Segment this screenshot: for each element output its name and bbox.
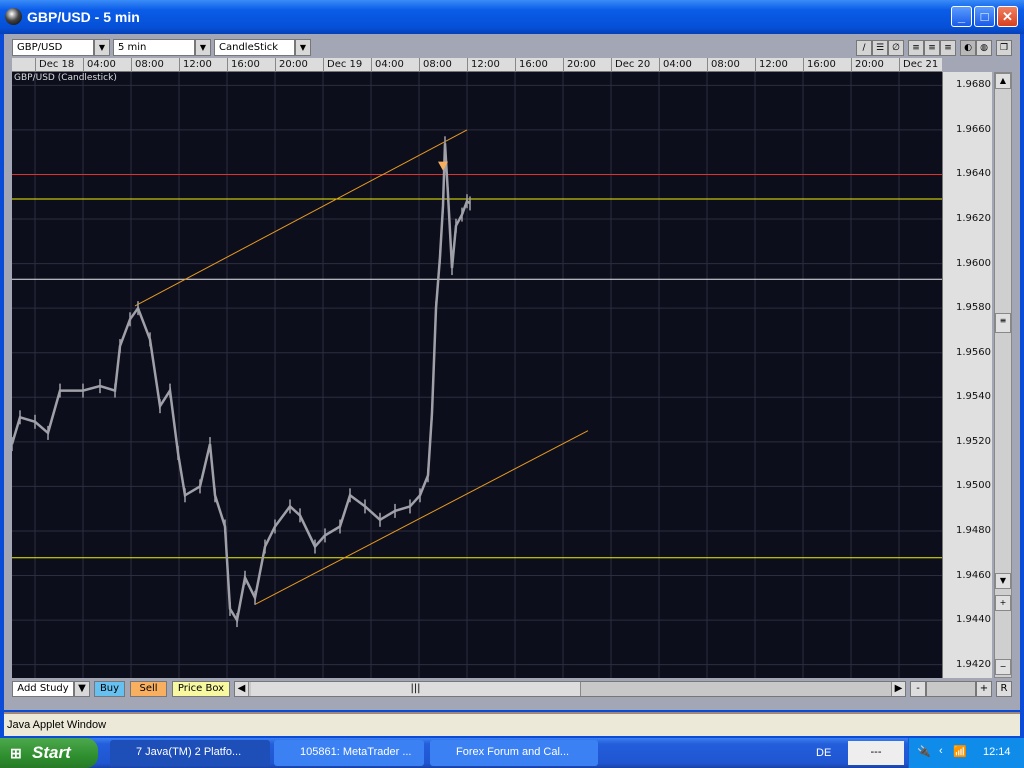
app-icon	[5, 8, 22, 25]
minimize-button[interactable]: _	[951, 6, 972, 27]
time-tick-label: Dec 20	[611, 58, 659, 72]
price-tick-label: 1.9640	[956, 168, 991, 180]
chevron-down-icon[interactable]: ▼	[295, 39, 311, 56]
expand-tray-icon[interactable]: ‹	[939, 745, 943, 757]
buy-button[interactable]: Buy	[94, 681, 125, 697]
maximize-button[interactable]: □	[974, 6, 995, 27]
power-plug-icon[interactable]: 🔌	[917, 746, 931, 758]
tray-box[interactable]: ---	[848, 741, 904, 765]
time-tick-label: 08:00	[131, 58, 179, 72]
chart-svg[interactable]	[10, 72, 942, 678]
sell-button[interactable]: Sell	[130, 681, 167, 697]
reset-button[interactable]: R	[996, 681, 1012, 697]
horizontal-scrollbar[interactable]: ◀ ||| ▶	[234, 681, 906, 697]
time-tick-label: 20:00	[851, 58, 899, 72]
close-button[interactable]: ✕	[997, 6, 1018, 27]
channel-icon[interactable]: ☰	[872, 40, 888, 56]
time-tick-label: 08:00	[707, 58, 755, 72]
taskbar-item-firefox[interactable]: Forex Forum and Cal...	[430, 740, 598, 766]
zoom-out-y-icon[interactable]: −	[995, 659, 1011, 675]
scroll-right-icon[interactable]: ▶	[891, 682, 905, 696]
time-tick-label: 04:00	[659, 58, 707, 72]
time-tick-label: 16:00	[515, 58, 563, 72]
scroll-down-icon[interactable]: ▼	[995, 573, 1011, 589]
theme-dark-icon[interactable]: ◐	[960, 40, 976, 56]
interval-select[interactable]: 5 min	[113, 39, 195, 56]
price-tick-label: 1.9620	[956, 213, 991, 225]
language-indicator[interactable]: DE	[816, 747, 832, 759]
price-tick-label: 1.9480	[956, 524, 991, 536]
time-tick-label: 12:00	[467, 58, 515, 72]
chart-title: GBP/USD (Candlestick)	[14, 73, 117, 83]
start-label: Start	[32, 743, 71, 762]
price-tick-label: 1.9460	[956, 569, 991, 581]
price-tick-label: 1.9520	[956, 435, 991, 447]
time-tick-label: Dec 21	[899, 58, 947, 72]
network-icon[interactable]: 📶	[953, 746, 967, 758]
zoom-slider[interactable]	[926, 681, 976, 697]
scroll-thumb[interactable]: |||	[251, 682, 581, 696]
trend-line	[254, 430, 589, 605]
time-tick-label: 12:00	[755, 58, 803, 72]
price-tick-label: 1.9560	[956, 346, 991, 358]
time-tick-label: 08:00	[419, 58, 467, 72]
taskbar-item-java[interactable]: 7 Java(TM) 2 Platfo...	[110, 740, 270, 766]
trend-line	[134, 129, 468, 307]
price-tick-label: 1.9600	[956, 257, 991, 269]
time-tick-label: 12:00	[179, 58, 227, 72]
system-tray: 🔌 ‹ 📶 12:14	[908, 738, 1024, 768]
zoom-in-y-icon[interactable]: +	[995, 595, 1011, 611]
time-axis: Dec 18 04:00 08:00 12:00 16:00 20:00 Dec 19 04:…	[12, 58, 942, 72]
vertical-scrollbar[interactable]: ▲ ≡ ▼ + −	[994, 72, 1012, 678]
time-tick-label: 20:00	[275, 58, 323, 72]
chevron-down-icon[interactable]: ▼	[94, 39, 110, 56]
time-tick-label: 04:00	[83, 58, 131, 72]
time-tick-label: 20:00	[563, 58, 611, 72]
scroll-up-icon[interactable]: ▲	[995, 73, 1011, 89]
time-tick-label: 16:00	[803, 58, 851, 72]
status-bar: Java Applet Window	[4, 712, 1020, 736]
hgrid2-icon[interactable]: ≡	[924, 40, 940, 56]
time-tick-label: Dec 18	[35, 58, 83, 72]
price-tick-label: 1.9540	[956, 391, 991, 403]
price-tick-label: 1.9500	[956, 480, 991, 492]
price-tick-label: 1.9440	[956, 614, 991, 626]
clock: 12:14	[983, 746, 1011, 758]
scroll-left-icon[interactable]: ◀	[235, 682, 249, 696]
start-button[interactable]: ⊞ Start	[0, 738, 98, 768]
price-chart[interactable]: GBP/USD (Candlestick)	[10, 72, 942, 678]
fib-icon[interactable]: ∅	[888, 40, 904, 56]
price-tick-label: 1.9660	[956, 123, 991, 135]
zoom-out-button[interactable]: -	[910, 681, 926, 697]
windows-logo-icon: ⊞	[10, 745, 22, 761]
price-box-button[interactable]: Price Box	[172, 681, 230, 697]
price-tick-label: 1.9580	[956, 302, 991, 314]
title-bar: GBP/USD - 5 min _ □ ✕	[0, 0, 1024, 34]
add-study-select[interactable]: Add Study	[12, 681, 74, 697]
price-tick-label: 1.9420	[956, 658, 991, 670]
time-tick-label: Dec 19	[323, 58, 371, 72]
order-marker	[438, 161, 448, 171]
window-title: GBP/USD - 5 min	[27, 9, 140, 25]
symbol-select[interactable]: GBP/USD	[12, 39, 94, 56]
price-series	[10, 143, 471, 624]
zoom-in-button[interactable]: +	[976, 681, 992, 697]
time-tick-label: 04:00	[371, 58, 419, 72]
taskbar-item-metatrader[interactable]: 105861: MetaTrader ...	[274, 740, 424, 766]
price-tick-label: 1.9680	[956, 79, 991, 91]
time-tick-label: 16:00	[227, 58, 275, 72]
chart-type-select[interactable]: CandleStick	[214, 39, 295, 56]
detach-window-icon[interactable]: ❐	[996, 40, 1012, 56]
theme-pattern-icon[interactable]: ◍	[976, 40, 992, 56]
chevron-down-icon[interactable]: ▼	[74, 681, 90, 697]
hgrid3-icon[interactable]: ≡	[940, 40, 956, 56]
chevron-down-icon[interactable]: ▼	[195, 39, 211, 56]
trendline-icon[interactable]: /	[856, 40, 872, 56]
taskbar: ⊞ Start 7 Java(TM) 2 Platfo... 105861: Me…	[0, 738, 1024, 768]
hgrid-icon[interactable]: ≡	[908, 40, 924, 56]
scroll-thumb[interactable]: ≡	[995, 313, 1011, 333]
price-axis: 1.9680 1.9660 1.9640 1.9620 1.9600 1.9580 1.95…	[942, 72, 992, 678]
